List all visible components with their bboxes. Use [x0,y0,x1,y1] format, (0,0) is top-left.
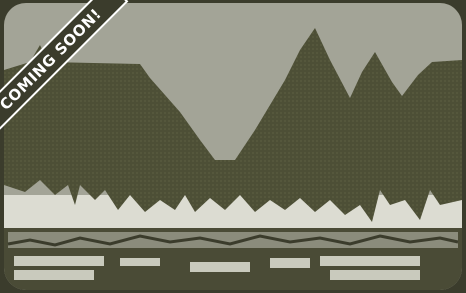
game-screen: COMING SOON! [0,0,466,293]
page: COMING SOON! (() => { const data = JSON.… [0,0,466,293]
